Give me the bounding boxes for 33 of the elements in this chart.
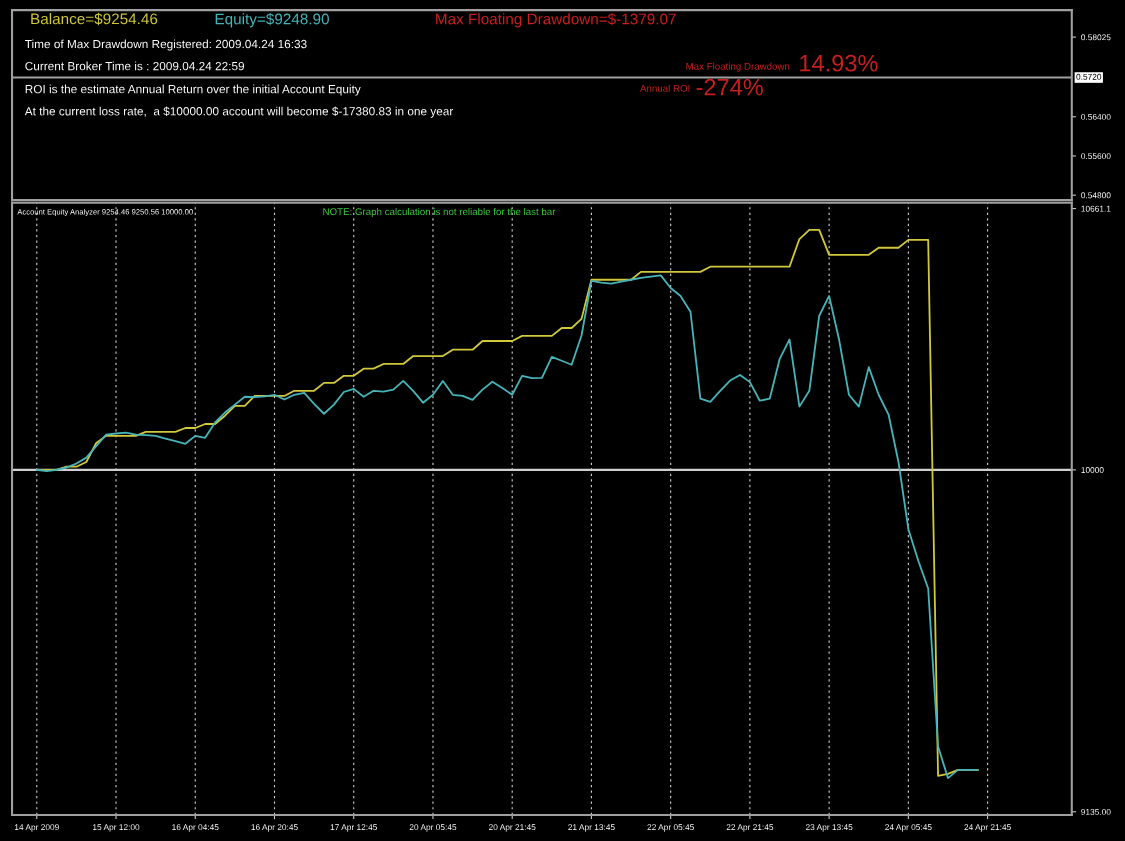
x-tick-label: 22 Apr 05:45 xyxy=(647,824,694,832)
y-tick-label: 9135.00 xyxy=(1081,808,1111,815)
y-tick-label: 0.56400 xyxy=(1081,113,1111,120)
x-tick-label: 20 Apr 21:45 xyxy=(488,824,536,832)
ref-line-label: 0.5720 xyxy=(1076,73,1102,80)
x-tick-label: 23 Apr 13:45 xyxy=(805,824,853,832)
x-tick-label: 16 Apr 04:45 xyxy=(172,824,219,832)
annotation: Annual ROI xyxy=(640,84,690,92)
y-tick-label: 10661.1 xyxy=(1081,205,1111,212)
x-tick-label: 24 Apr 21:45 xyxy=(964,824,1011,832)
annotation: At the current loss rate, a $10000.00 account will become $-17380.83 in one year xyxy=(24,106,454,118)
annotation: 14.93% xyxy=(800,54,878,72)
annotation: Max Floating Drawdown xyxy=(686,62,790,72)
annotation: Time of Max Drawdown Registered: 2009.04.24 16:33 xyxy=(25,39,307,51)
x-tick-label: 22 Apr 21:45 xyxy=(726,824,774,832)
annotation: ROI is the estimate Annual Return over the initial Account Equity xyxy=(25,84,361,96)
x-tick-label: 17 Apr 12:45 xyxy=(330,824,378,832)
x-tick-label: 21 Apr 13:45 xyxy=(568,824,615,832)
annotation: NOTE: Graph calculation is not reliable for the last bar xyxy=(323,207,556,218)
y-tick-label: 0.55600 xyxy=(1081,153,1111,160)
annotation: Balance=$9254.46 xyxy=(31,12,158,26)
annotation: Max Floating Drawdown=$-1379.07 xyxy=(436,12,676,28)
annotation: Equity=$9248.90 xyxy=(215,12,329,28)
annotation: Current Broker Time is : 2009.04.24 22:59 xyxy=(25,61,245,71)
y-tick-label: 0.54800 xyxy=(1081,192,1111,199)
x-tick-label: 24 Apr 05:45 xyxy=(885,824,932,832)
x-tick-label: 14 Apr 2009 xyxy=(14,824,59,832)
x-tick-label: 16 Apr 20:45 xyxy=(251,824,298,832)
x-tick-label: 20 Apr 05:45 xyxy=(409,824,457,832)
annotation: -274% xyxy=(696,78,763,96)
y-tick-label: 0.58025 xyxy=(1081,34,1111,41)
y-tick-label: 10000 xyxy=(1081,467,1104,473)
x-tick-label: 15 Apr 12:00 xyxy=(93,824,140,832)
